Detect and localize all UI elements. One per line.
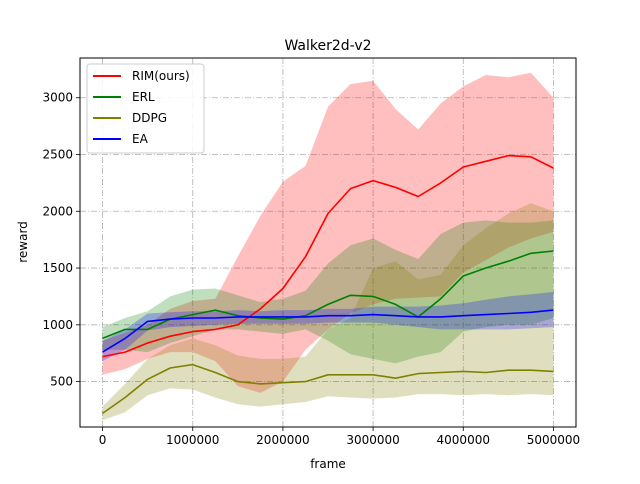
erl-line <box>102 250 554 340</box>
x-tick-label: 4000000 <box>437 433 490 447</box>
x-tick-label: 0 <box>99 433 107 447</box>
rim-ours-legend-label: RIM(ours) <box>132 69 190 83</box>
y-tick-label: 2500 <box>42 148 73 162</box>
y-tick-label: 3000 <box>42 91 73 105</box>
y-tick-label: 2000 <box>42 204 73 218</box>
erl-band <box>102 220 554 364</box>
y-tick-label: 1500 <box>42 261 73 275</box>
legend: RIM(ours) ERL DDPG EA <box>86 63 205 154</box>
erl-legend-label: ERL <box>132 90 155 104</box>
chart-title: Walker2d-v2 <box>284 38 371 54</box>
y-axis-label: reward <box>16 221 30 263</box>
ddpg-legend-label: DDPG <box>132 111 167 125</box>
tick-layer: 0 1000000 2000000 3000000 4000000 5000000 500 1… <box>42 91 580 447</box>
ddpg-band <box>102 203 554 421</box>
legend-box <box>86 63 205 154</box>
rim-ours-line <box>102 154 554 358</box>
x-axis-label: frame <box>310 457 346 471</box>
series-lines <box>102 154 554 415</box>
x-tick-label: 2000000 <box>256 433 309 447</box>
ddpg-line <box>102 363 554 415</box>
ea-legend-label: EA <box>132 132 149 146</box>
y-tick-label: 500 <box>50 375 73 389</box>
plot-frame <box>79 57 577 428</box>
x-tick-label: 5000000 <box>527 433 580 447</box>
confidence-bands <box>102 72 554 421</box>
ea-band <box>102 291 554 362</box>
x-tick-label: 3000000 <box>346 433 399 447</box>
rim-ours-band <box>102 72 554 393</box>
x-tick-label: 1000000 <box>166 433 219 447</box>
grid-layer <box>80 58 576 427</box>
y-tick-label: 1000 <box>42 318 73 332</box>
ea-line <box>102 309 554 353</box>
legend-items: RIM(ours) ERL DDPG EA <box>93 69 190 146</box>
